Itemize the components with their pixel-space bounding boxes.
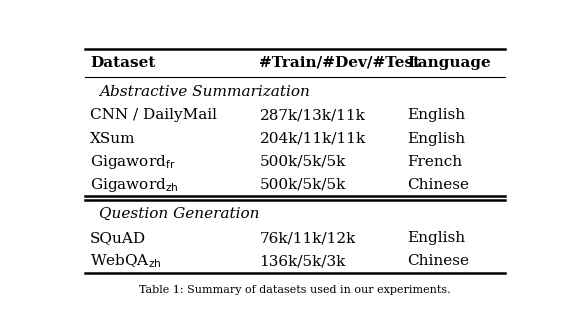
Text: Chinese: Chinese bbox=[407, 178, 469, 192]
Text: #Train/#Dev/#Test: #Train/#Dev/#Test bbox=[259, 55, 420, 69]
Text: Language: Language bbox=[407, 55, 491, 69]
Text: CNN / DailyMail: CNN / DailyMail bbox=[90, 109, 217, 123]
Text: English: English bbox=[407, 231, 465, 245]
Text: SQuAD: SQuAD bbox=[90, 231, 146, 245]
Text: WebQA$_{\rm zh}$: WebQA$_{\rm zh}$ bbox=[90, 253, 161, 270]
Text: Table 1: Summary of datasets used in our experiments.: Table 1: Summary of datasets used in our… bbox=[139, 285, 451, 295]
Text: Gigaword$_{\rm fr}$: Gigaword$_{\rm fr}$ bbox=[90, 153, 176, 171]
Text: XSum: XSum bbox=[90, 132, 135, 146]
Text: Dataset: Dataset bbox=[90, 55, 155, 69]
Text: 136k/5k/3k: 136k/5k/3k bbox=[259, 254, 346, 268]
Text: French: French bbox=[407, 155, 462, 169]
Text: 287k/13k/11k: 287k/13k/11k bbox=[259, 109, 365, 123]
Text: English: English bbox=[407, 132, 465, 146]
Text: Gigaword$_{\rm zh}$: Gigaword$_{\rm zh}$ bbox=[90, 176, 179, 194]
Text: Chinese: Chinese bbox=[407, 254, 469, 268]
Text: 76k/11k/12k: 76k/11k/12k bbox=[259, 231, 356, 245]
Text: Question Generation: Question Generation bbox=[99, 207, 259, 221]
Text: Abstractive Summarization: Abstractive Summarization bbox=[99, 85, 310, 99]
Text: 500k/5k/5k: 500k/5k/5k bbox=[259, 178, 346, 192]
Text: 500k/5k/5k: 500k/5k/5k bbox=[259, 155, 346, 169]
Text: 204k/11k/11k: 204k/11k/11k bbox=[259, 132, 366, 146]
Text: English: English bbox=[407, 109, 465, 123]
